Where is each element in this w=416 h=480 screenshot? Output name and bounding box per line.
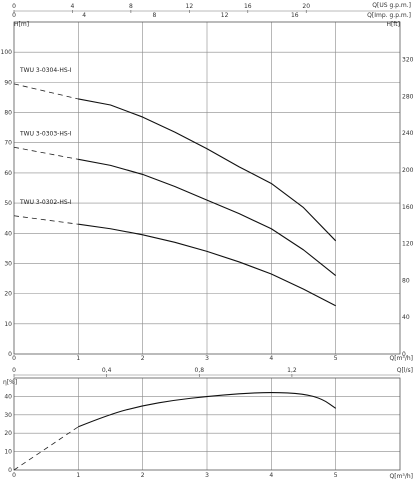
y-tick-label: 50 (4, 200, 12, 207)
x-tick-label: 0 (12, 355, 16, 362)
eff-x-tick-label: 3 (205, 472, 209, 479)
eff-y-tick-label: 30 (4, 412, 12, 419)
y-tick-label: 30 (4, 260, 12, 267)
y-tick-label: 60 (4, 170, 12, 177)
y-tick-label: 40 (4, 230, 12, 237)
top-ls-tick-label: 0,8 (195, 367, 205, 374)
eff-y-tick-label: 10 (4, 449, 12, 456)
eff-x-tick-label: 5 (334, 472, 338, 479)
top-ls-tick-label: 0 (12, 367, 16, 374)
top-us-tick-label: 8 (129, 3, 133, 10)
y-right-axis-label: H[ft] (386, 21, 400, 28)
x-tick-label: 3 (205, 355, 209, 362)
top-imp-tick-label: 8 (152, 12, 156, 19)
y-tick-label: 90 (4, 79, 12, 86)
y-right-tick-label: 120 (402, 241, 414, 248)
series-label: TWU 3-0302-HS-I (19, 199, 72, 206)
top-us-tick-label: 16 (244, 3, 252, 10)
top-us-tick-label: 4 (71, 3, 75, 10)
top-imp-tick-label: 0 (12, 12, 16, 19)
y-tick-label: 80 (4, 110, 12, 117)
eff-y-tick-label: 40 (4, 393, 12, 400)
y-tick-label: 70 (4, 140, 12, 147)
efficiency-curve-extrapolation (13, 426, 79, 471)
y-tick-label: 20 (4, 291, 12, 298)
top-us-axis-label: Q[US g.p.m.] (372, 2, 411, 9)
eff-x-tick-label: 2 (141, 472, 145, 479)
y-axis-label: H[m] (14, 21, 29, 28)
y-right-tick-label: 200 (402, 167, 414, 174)
head-curve-extrapolation-1 (13, 83, 79, 100)
head-curve-3 (78, 223, 336, 307)
top-imp-tick-label: 12 (221, 12, 229, 19)
y-right-tick-label: 240 (402, 130, 414, 137)
top-ls-tick-label: 0,4 (102, 367, 112, 374)
y-right-tick-label: 160 (402, 204, 414, 211)
head-curve-extrapolation-3 (13, 215, 79, 225)
y-right-tick-label: 280 (402, 93, 414, 100)
top-ls-tick-label: 1,2 (287, 367, 297, 374)
series-label: TWU 3-0304-HS-I (19, 67, 72, 74)
eff-y-tick-label: 0 (8, 467, 12, 474)
eff-x-tick-label: 0 (12, 472, 16, 479)
x-tick-label: 5 (334, 355, 338, 362)
head-curve-1 (78, 98, 337, 242)
y-right-tick-label: 320 (402, 57, 414, 64)
y-right-tick-label: 80 (402, 277, 410, 284)
top-us-tick-label: 20 (302, 3, 310, 10)
eff-x-tick-label: 4 (269, 472, 273, 479)
x-tick-label: 2 (141, 355, 145, 362)
y-right-tick-label: 0 (402, 351, 406, 358)
top-imp-tick-label: 4 (82, 12, 86, 19)
x-tick-label: 4 (269, 355, 273, 362)
head-plot-frame (13, 21, 401, 355)
y-tick-label: 0 (8, 351, 12, 358)
series-label: TWU 3-0303-HS-I (19, 130, 72, 137)
top-imp-tick-label: 16 (291, 12, 299, 19)
efficiency-curve (78, 391, 336, 428)
top-imp-axis-label: Q[Imp. g.p.m.] (367, 12, 411, 19)
top-us-tick-label: 0 (12, 3, 16, 10)
eff-plot-frame (13, 377, 401, 471)
top-us-tick-label: 12 (186, 3, 194, 10)
head-curve-2 (78, 158, 337, 276)
eff-y-tick-label: 20 (4, 430, 12, 437)
eff-x-tick-label: 1 (76, 472, 80, 479)
head-curve-extrapolation-2 (13, 146, 79, 160)
x-tick-label: 1 (76, 355, 80, 362)
eff-x-axis-label: Q[m³/h] (390, 473, 413, 480)
top-ls-axis-label: Q[l/s] (397, 367, 413, 374)
y-right-tick-label: 40 (402, 314, 410, 321)
eff-y-axis-label: η[%] (3, 379, 17, 386)
y-tick-label: 100 (1, 49, 13, 56)
x-axis-label: Q[m³/h] (390, 355, 413, 362)
y-tick-label: 10 (4, 321, 12, 328)
